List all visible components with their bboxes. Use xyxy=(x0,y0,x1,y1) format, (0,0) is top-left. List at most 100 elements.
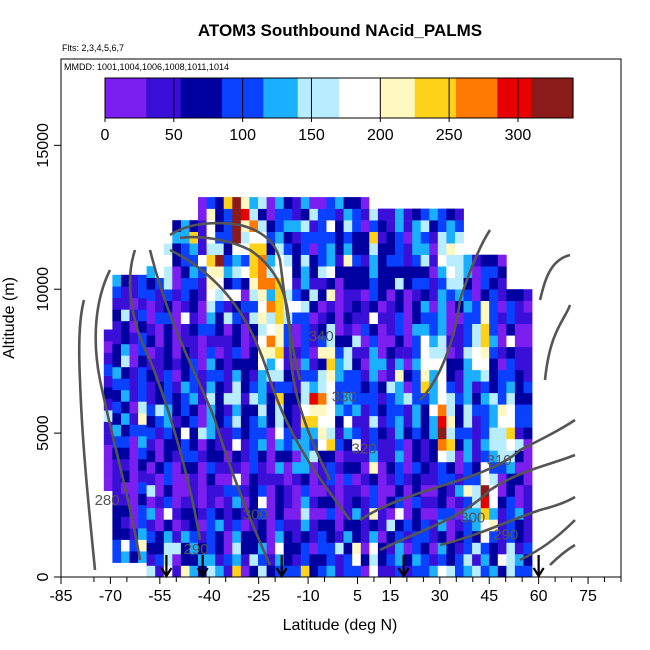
heatmap-cell xyxy=(155,519,165,532)
heatmap-cell xyxy=(223,438,233,451)
heatmap-cell xyxy=(198,335,207,348)
y-tick-label: 10000 xyxy=(35,267,52,312)
heatmap-cell xyxy=(249,461,259,474)
heatmap-cell xyxy=(377,346,387,359)
heatmap-cell xyxy=(335,450,344,463)
heatmap-cell xyxy=(198,220,207,232)
heatmap-cell xyxy=(317,335,327,348)
heatmap-cell xyxy=(258,438,267,451)
colorbar-swatch xyxy=(118,78,127,118)
heatmap-cell xyxy=(523,519,533,532)
heatmap-cell xyxy=(335,496,344,509)
heatmap-cell xyxy=(437,243,447,255)
heatmap-cell xyxy=(429,312,439,324)
heatmap-cell xyxy=(386,254,396,267)
heatmap-cell xyxy=(317,197,327,209)
heatmap-cell xyxy=(112,482,122,494)
heatmap-cell xyxy=(206,323,216,336)
heatmap-cell xyxy=(172,220,182,232)
heatmap-cell xyxy=(429,496,439,509)
heatmap-cell xyxy=(266,461,276,474)
heatmap-cell xyxy=(300,496,310,509)
heatmap-cell xyxy=(155,484,165,497)
heatmap-cell xyxy=(215,323,225,336)
heatmap-cell xyxy=(275,404,284,417)
heatmap-cell xyxy=(146,392,156,405)
heatmap-cell xyxy=(223,404,233,417)
heatmap-cell xyxy=(240,542,250,555)
heatmap-cell xyxy=(215,358,225,371)
heatmap-cell xyxy=(523,392,533,405)
heatmap-cell xyxy=(480,358,490,371)
heatmap-cell xyxy=(455,496,464,509)
heatmap-cell xyxy=(437,450,447,463)
heatmap-cell xyxy=(420,554,430,566)
colorbar-swatch xyxy=(125,78,134,118)
heatmap-cell xyxy=(343,450,353,463)
heatmap-cell xyxy=(343,289,353,301)
heatmap-cell xyxy=(352,450,362,463)
heatmap-cell xyxy=(275,381,284,394)
isentrope-300-north xyxy=(439,495,576,547)
colorbar-swatch xyxy=(297,78,306,118)
heatmap-cell xyxy=(232,519,242,532)
heatmap-cell xyxy=(523,323,533,336)
heatmap-cell xyxy=(189,473,199,486)
heatmap-cell xyxy=(455,542,464,555)
heatmap-cell xyxy=(198,277,207,290)
heatmap-cell xyxy=(215,404,225,417)
heatmap-cell xyxy=(326,519,336,532)
heatmap-cell xyxy=(309,473,319,486)
heatmap-cell xyxy=(446,554,456,566)
heatmap-cell xyxy=(266,392,276,405)
heatmap-cell xyxy=(335,335,344,348)
heatmap-cell xyxy=(317,243,327,255)
heatmap-cell xyxy=(138,516,147,529)
heatmap-cell xyxy=(403,231,413,244)
heatmap-cell xyxy=(189,369,199,382)
heatmap-cell xyxy=(258,266,267,278)
heatmap-cell xyxy=(198,289,207,301)
heatmap-cell xyxy=(429,531,439,543)
heatmap-cell xyxy=(317,392,327,405)
heatmap-cell xyxy=(369,484,379,497)
heatmap-cell xyxy=(112,366,122,379)
heatmap-cell xyxy=(395,531,404,543)
heatmap-cell xyxy=(249,254,259,267)
heatmap-cell xyxy=(412,231,422,244)
heatmap-cell xyxy=(420,542,430,555)
y-tick-label: 0 xyxy=(35,572,52,581)
heatmap-cell xyxy=(138,378,147,391)
heatmap-cell xyxy=(112,355,122,368)
heatmap-cell xyxy=(420,381,430,394)
heatmap-cell xyxy=(326,496,336,509)
heatmap-cell xyxy=(317,484,327,497)
heatmap-cell xyxy=(360,427,370,440)
heatmap-cell xyxy=(489,254,499,267)
heatmap-cell xyxy=(497,542,507,555)
heatmap-cell xyxy=(112,424,122,437)
heatmap-cell xyxy=(146,369,156,382)
heatmap-cell xyxy=(429,473,439,486)
heatmap-cell xyxy=(138,447,147,460)
colorbar-swatch xyxy=(249,78,258,118)
heatmap-cell xyxy=(386,461,396,474)
heatmap-cell xyxy=(343,554,353,566)
heatmap-cell xyxy=(489,346,499,359)
heatmap-cell xyxy=(489,565,499,577)
heatmap-cell xyxy=(275,220,284,232)
heatmap-cell xyxy=(275,335,284,348)
heatmap-cell xyxy=(369,254,379,267)
dive-marker-arrow xyxy=(160,567,173,579)
heatmap-cell xyxy=(514,461,524,474)
heatmap-cell xyxy=(480,554,490,566)
heatmap-cell xyxy=(240,554,250,566)
heatmap-cell xyxy=(172,484,182,497)
heatmap-cell xyxy=(172,300,182,313)
heatmap-cell xyxy=(369,531,379,543)
heatmap-cell xyxy=(343,231,353,244)
heatmap-cell xyxy=(412,335,422,348)
heatmap-cell xyxy=(215,392,225,405)
colorbar-swatch xyxy=(222,78,230,118)
heatmap-cell xyxy=(326,335,336,348)
